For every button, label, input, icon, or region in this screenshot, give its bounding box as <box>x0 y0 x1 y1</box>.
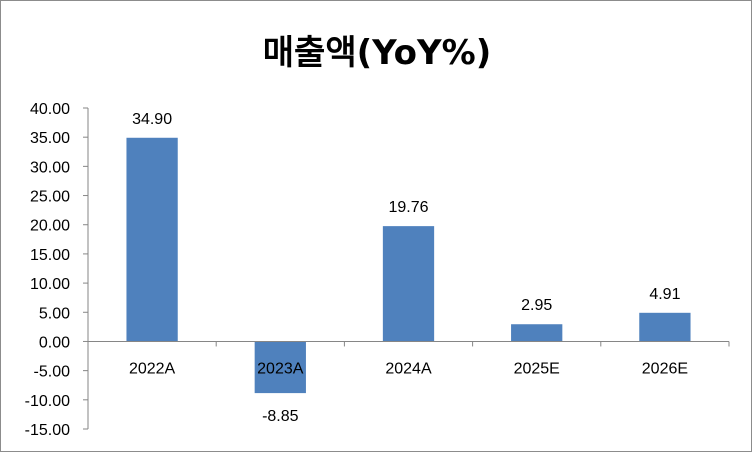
x-tick-label: 2026E <box>642 360 688 377</box>
bar-2025E <box>511 324 563 342</box>
bar-2023A <box>254 341 306 394</box>
data-label: 4.91 <box>649 286 680 303</box>
y-tick-label: 20.00 <box>30 218 70 235</box>
x-tick-label: 2025E <box>514 360 560 377</box>
y-tick-label: -10.00 <box>25 393 70 410</box>
y-tick-label: 5.00 <box>39 305 70 322</box>
data-label: 19.76 <box>388 199 428 216</box>
y-tick-label: 40.00 <box>30 101 70 118</box>
y-tick-label: 30.00 <box>30 159 70 176</box>
x-tick-label: 2023A <box>257 360 304 377</box>
bars <box>126 137 691 394</box>
chart-title: 매출액(YoY%) <box>263 33 491 73</box>
data-labels: 34.90 -8.85 19.76 2.95 4.91 <box>132 111 680 425</box>
x-tick-label: 2022A <box>129 360 176 377</box>
bar-2024A <box>382 226 435 342</box>
x-axis: 2022A 2023A 2024A 2025E 2026E <box>87 340 730 377</box>
y-tick-label: 35.00 <box>30 130 70 147</box>
y-tick-label: 15.00 <box>30 247 70 264</box>
y-tick-label: 25.00 <box>30 189 70 206</box>
data-label: -8.85 <box>262 408 299 425</box>
x-tick-label: 2024A <box>385 360 432 377</box>
y-tick-label: 10.00 <box>30 276 70 293</box>
y-tick-label: -5.00 <box>34 364 71 381</box>
data-label: 2.95 <box>521 297 552 314</box>
y-tick-label: -15.00 <box>25 422 70 439</box>
y-axis: 40.00 35.00 30.00 25.00 20.00 15.00 10.00 5.00 0… <box>25 101 89 439</box>
data-label: 34.90 <box>132 111 172 128</box>
bar-2026E <box>639 312 691 342</box>
bar-2022A <box>126 137 178 342</box>
y-tick-label: 0.00 <box>39 334 70 351</box>
